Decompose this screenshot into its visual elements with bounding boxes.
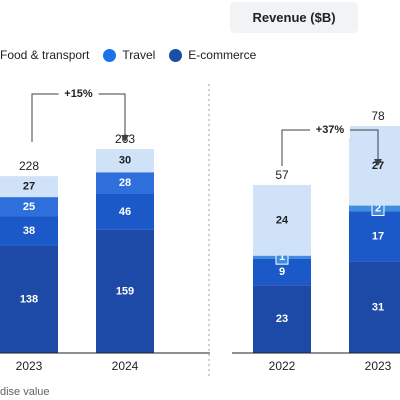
legend-label-travel: Travel xyxy=(122,48,156,62)
bar-value-label: 25 xyxy=(23,201,35,213)
growth-label-bg xyxy=(310,122,350,138)
bar-segment xyxy=(349,125,400,206)
footnote: dise value xyxy=(0,386,50,398)
bar-segment xyxy=(0,176,58,198)
bar-value-label: 38 xyxy=(23,225,35,237)
x-tick-label: 2022 xyxy=(269,359,296,373)
bar-segment xyxy=(96,193,154,230)
bar-value-label: 46 xyxy=(119,206,131,218)
legend-item-ecommerce: E-commerce xyxy=(169,48,256,62)
growth-label-bg xyxy=(58,86,99,102)
growth-label: +15% xyxy=(64,88,93,100)
bar-value-label: 28 xyxy=(119,177,131,189)
bar-value-label: 2 xyxy=(375,203,381,215)
legend-label-ecommerce: E-commerce xyxy=(188,48,257,62)
bar-total-label: 57 xyxy=(275,168,289,182)
bar-segment xyxy=(96,172,154,194)
bar-segment xyxy=(0,197,58,217)
bar-value-label: 30 xyxy=(119,155,131,167)
growth-label: +37% xyxy=(316,124,345,136)
x-tick-label: 2024 xyxy=(112,359,139,373)
legend-item-travel: Travel xyxy=(103,48,155,62)
bar-total-label: 78 xyxy=(371,109,385,123)
bar-value-label: 9 xyxy=(279,266,285,278)
bar-value-label: 27 xyxy=(23,181,35,193)
bar-value-label: 24 xyxy=(276,214,289,226)
x-tick-label: 2023 xyxy=(16,359,43,373)
bar-segment xyxy=(0,216,58,246)
bar-value-label: 138 xyxy=(20,293,38,305)
chart-legend: Food & transport Travel E-commerce xyxy=(0,46,270,64)
bar-value-label: 23 xyxy=(276,313,288,325)
growth-arrow-head xyxy=(121,135,129,142)
bar-segment xyxy=(253,184,311,256)
growth-arrow-head xyxy=(374,159,382,166)
legend-swatch-ecommerce xyxy=(169,48,183,62)
bar-segment xyxy=(349,211,400,262)
revenue-label: Revenue ($B) xyxy=(230,2,358,33)
bar-value-label: 17 xyxy=(372,231,384,243)
bar-value-label: 1 xyxy=(279,251,285,263)
bar-value-label: 159 xyxy=(116,285,134,297)
bar-segment xyxy=(96,149,154,173)
legend-label-food-transport: Food & transport xyxy=(0,48,90,62)
legend-swatch-travel xyxy=(103,48,117,62)
bar-segment xyxy=(0,245,58,353)
x-tick-label: 2023 xyxy=(365,359,392,373)
bar-segment xyxy=(96,229,154,353)
revenue-label-text: Revenue ($B) xyxy=(252,10,336,25)
bar-segment xyxy=(253,285,311,353)
bar-value-label: 31 xyxy=(372,301,384,313)
legend-item-food-transport: Food & transport xyxy=(0,48,89,62)
bar-segment xyxy=(349,261,400,353)
bar-total-label: 228 xyxy=(19,159,39,173)
